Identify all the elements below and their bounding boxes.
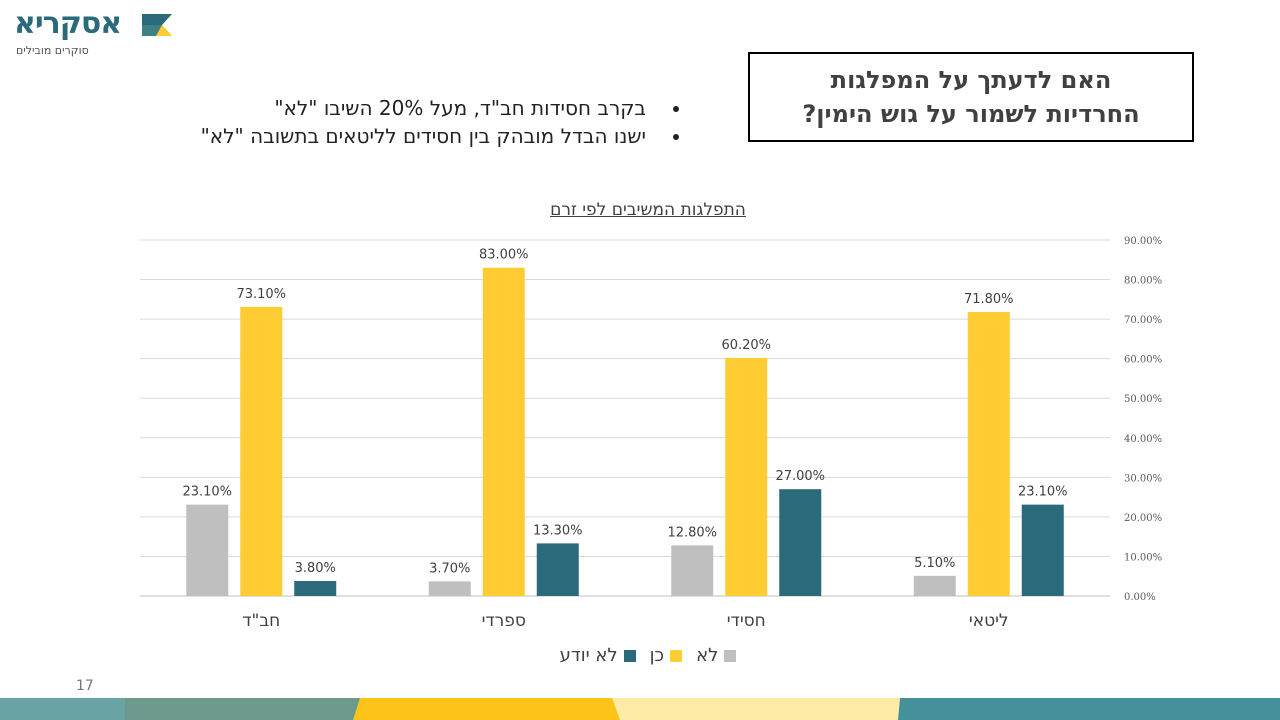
x-tick-label: חסידי: [727, 611, 766, 631]
bar: [536, 543, 579, 596]
y-tick-label: 90.00%: [1124, 236, 1162, 247]
bullet-item: ישנו הבדל מובהק בין חסידים לליטאים בתשוב…: [201, 122, 660, 150]
footer-band: [0, 698, 1280, 720]
title-line-2: החרדיות לשמור על גוש הימין?: [802, 100, 1140, 128]
logo: אסקריא סוקרים מובילים: [14, 8, 184, 60]
bar: [967, 311, 1010, 596]
legend-item-dont-know: לא יודע: [560, 645, 636, 666]
y-tick-label: 50.00%: [1124, 394, 1162, 405]
data-label: 83.00%: [479, 248, 529, 263]
bar: [240, 306, 283, 596]
page-number: 17: [76, 678, 94, 694]
bar: [913, 575, 956, 596]
bar: [671, 545, 714, 596]
legend-label: לא: [696, 645, 719, 666]
logo-text: אסקריא: [14, 6, 122, 41]
bar: [725, 357, 768, 596]
legend-label: כן: [649, 645, 665, 666]
bar: [482, 267, 525, 596]
data-label: 5.10%: [914, 556, 955, 571]
bar: [1021, 504, 1064, 596]
slide-title: האם לדעתך על המפלגות החרדיות לשמור על גו…: [748, 52, 1194, 142]
logo-tagline: סוקרים מובילים: [16, 44, 89, 57]
logo-mark-icon: [142, 14, 172, 36]
data-label: 71.80%: [964, 292, 1014, 307]
data-label: 23.10%: [182, 485, 232, 500]
chart-legend: לא כן לא יודע: [0, 645, 1280, 666]
data-label: 3.80%: [295, 561, 336, 576]
legend-item-no: לא: [696, 645, 737, 666]
data-label: 3.70%: [429, 561, 470, 576]
bar: [779, 489, 822, 596]
bar: [294, 580, 337, 596]
y-tick-label: 20.00%: [1124, 513, 1162, 524]
y-tick-label: 60.00%: [1124, 355, 1162, 366]
y-tick-label: 80.00%: [1124, 276, 1162, 287]
bar: [428, 581, 471, 596]
legend-label: לא יודע: [559, 645, 618, 666]
legend-swatch: [670, 649, 683, 662]
legend-swatch: [623, 649, 636, 662]
y-tick-label: 0.00%: [1124, 592, 1156, 603]
y-tick-label: 70.00%: [1124, 315, 1162, 326]
legend-item-yes: כן: [649, 645, 683, 666]
y-tick-label: 30.00%: [1124, 473, 1162, 484]
data-label: 23.10%: [1018, 485, 1068, 500]
title-line-1: האם לדעתך על המפלגות: [830, 66, 1112, 94]
bullet-item: בקרב חסידות חב"ד, מעל 20% השיבו "לא": [201, 94, 660, 122]
legend-swatch: [724, 649, 737, 662]
data-label: 13.30%: [533, 523, 583, 538]
data-label: 12.80%: [667, 525, 717, 540]
bullet-list: בקרב חסידות חב"ד, מעל 20% השיבו "לא" ישנ…: [201, 94, 682, 150]
bar: [186, 504, 229, 596]
data-label: 60.20%: [721, 338, 771, 353]
data-label: 27.00%: [775, 469, 825, 484]
y-tick-label: 40.00%: [1124, 434, 1162, 445]
y-tick-label: 10.00%: [1124, 552, 1162, 563]
x-tick-label: חב"ד: [242, 611, 280, 631]
chart-title: התפלגות המשיבים לפי זרם: [550, 200, 746, 220]
x-tick-label: ליטאי: [969, 611, 1009, 631]
x-tick-label: ספרדי: [482, 611, 526, 631]
data-label: 73.10%: [236, 287, 286, 302]
